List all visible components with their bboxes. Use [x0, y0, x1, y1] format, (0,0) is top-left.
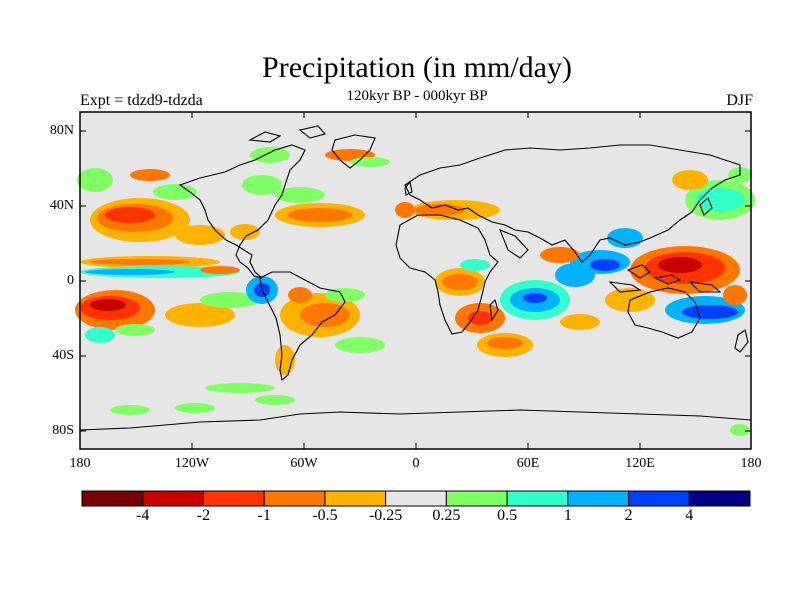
- colorbar-label: -0.25: [368, 507, 403, 524]
- lon-label-120e: 120E: [625, 456, 655, 471]
- colorbar-swatch: [81, 490, 144, 507]
- colorbar-swatch: [688, 490, 751, 507]
- lon-label-60w: 60W: [290, 456, 318, 471]
- lat-label-40s: 40S: [52, 348, 74, 363]
- lon-ticks: [79, 112, 752, 449]
- colorbar-label: 4: [685, 507, 694, 524]
- precip-anomaly-fields: [75, 147, 755, 436]
- colorbar: [81, 490, 751, 507]
- colorbar-label: -4: [136, 507, 150, 524]
- map-subtitle: 120kyr BP - 000kyr BP: [346, 88, 488, 104]
- lat-label-40n: 40N: [49, 198, 74, 213]
- coastlines: [79, 125, 752, 431]
- colorbar-swatch: [628, 490, 690, 507]
- lat-label-80n: 80N: [49, 123, 74, 138]
- colorbar-label: -2: [196, 507, 211, 524]
- colorbar-swatch: [385, 490, 447, 507]
- season-label: DJF: [726, 92, 753, 109]
- experiment-label: Expt = tdzd9-tdzda: [80, 92, 203, 109]
- lon-label-0: 0: [412, 456, 420, 471]
- colorbar-label: -0.5: [312, 507, 338, 524]
- lon-label-180w: 180: [69, 456, 91, 471]
- lon-label-60e: 60E: [516, 456, 540, 471]
- lat-ticks: [80, 130, 751, 432]
- colorbar-label: 0.5: [497, 507, 518, 524]
- lat-label-0: 0: [67, 273, 74, 288]
- colorbar-swatch: [142, 490, 204, 507]
- colorbar-label: 2: [624, 507, 633, 524]
- colorbar-label: 0.25: [432, 507, 461, 524]
- colorbar-swatch: [324, 490, 387, 507]
- lat-label-80s: 80S: [52, 423, 74, 438]
- colorbar-swatch: [506, 490, 569, 507]
- lon-label-180e: 180: [740, 456, 762, 471]
- colorbar-label: -1: [257, 507, 271, 524]
- colorbar-label: 1: [563, 507, 572, 524]
- colorbar-swatch: [445, 490, 508, 507]
- colorbar-swatch: [202, 490, 265, 507]
- colorbar-swatch: [567, 490, 630, 507]
- lon-label-120w: 120W: [174, 456, 210, 471]
- map-title: Precipitation (in mm/day): [262, 51, 572, 84]
- colorbar-swatch: [263, 490, 326, 507]
